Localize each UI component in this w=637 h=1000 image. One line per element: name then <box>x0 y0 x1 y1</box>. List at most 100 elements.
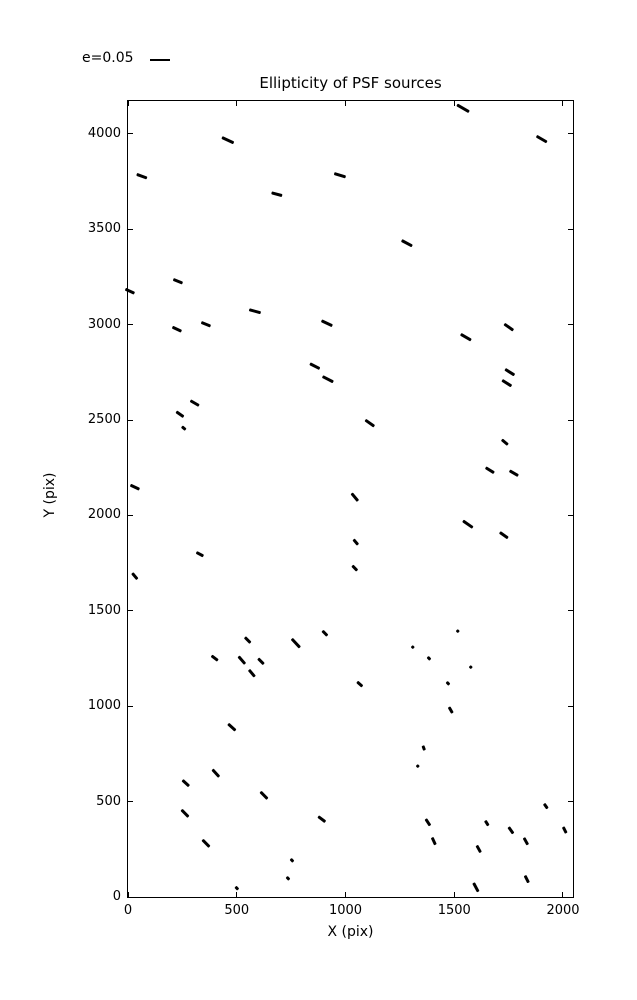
ellipticity-whisker <box>536 134 549 143</box>
ellipticity-whisker <box>226 723 237 732</box>
y-tick-label: 0 <box>112 888 121 904</box>
ellipticity-whisker <box>352 538 360 546</box>
x-tick <box>127 892 129 897</box>
ellipticity-whisker <box>501 379 513 388</box>
ellipticity-whisker <box>271 191 283 197</box>
ellipticity-whisker <box>189 399 200 407</box>
ellipticity-whisker <box>317 815 327 823</box>
ellipticity-whisker <box>322 375 335 384</box>
y-axis-label: Y (pix) <box>42 472 58 518</box>
x-axis-label: X (pix) <box>327 924 374 940</box>
ellipticity-whisker <box>180 425 187 431</box>
x-tick <box>236 101 238 106</box>
ellipticity-whisker <box>508 826 515 835</box>
ellipticity-whisker <box>364 418 376 428</box>
ellipticity-whisker <box>424 818 431 827</box>
ellipticity-whisker <box>504 368 516 377</box>
ellipticity-whisker <box>290 858 295 863</box>
ellipticity-whisker <box>469 665 474 670</box>
ellipticity-whisker <box>400 238 413 247</box>
x-tick-label: 500 <box>224 903 250 918</box>
ellipticity-whisker <box>351 564 359 572</box>
chart-title: Ellipticity of PSF sources <box>259 74 442 92</box>
ellipticity-whisker <box>175 410 185 418</box>
ellipticity-whisker <box>460 333 473 342</box>
x-tick-label: 2000 <box>546 903 580 918</box>
y-tick <box>568 514 573 516</box>
y-tick-label: 500 <box>96 793 121 809</box>
ellipticity-whisker <box>455 103 470 113</box>
ellipticity-whisker <box>430 836 437 846</box>
ellipticity-whisker <box>524 874 531 884</box>
y-tick <box>128 324 133 326</box>
y-tick <box>128 610 133 612</box>
ellipticity-whisker <box>235 885 240 891</box>
ellipticity-whisker <box>356 681 364 688</box>
ellipticity-whisker <box>523 837 530 846</box>
y-tick <box>568 801 573 803</box>
ellipticity-whisker <box>180 808 190 818</box>
y-tick <box>128 228 133 230</box>
ellipticity-whisker <box>321 630 329 637</box>
y-tick <box>128 705 133 707</box>
y-tick-label: 2500 <box>87 411 121 427</box>
ellipticity-whisker <box>195 550 204 557</box>
y-tick <box>128 514 133 516</box>
ellipticity-whisker <box>200 321 211 328</box>
x-tick-label: 0 <box>123 903 133 918</box>
x-tick <box>344 892 346 897</box>
x-tick-label: 1500 <box>437 903 471 918</box>
ellipticity-whisker <box>124 288 136 295</box>
ellipticity-whisker <box>136 172 148 179</box>
ellipticity-whisker <box>247 668 256 677</box>
ellipticity-whisker <box>543 802 549 810</box>
ellipticity-whisker <box>476 844 483 854</box>
ellipticity-whisker <box>244 635 253 644</box>
ellipticity-whisker <box>499 530 510 539</box>
y-tick <box>568 896 573 898</box>
ellipticity-whisker <box>172 277 183 284</box>
x-tick <box>453 101 455 106</box>
ellipticity-whisker <box>131 571 139 580</box>
y-tick-label: 4000 <box>87 125 121 141</box>
ellipticity-whisker <box>221 136 235 144</box>
ellipticity-whisker <box>445 681 450 686</box>
ellipticity-whisker <box>455 628 460 633</box>
ellipticity-whisker <box>333 171 347 178</box>
ellipticity-whisker <box>257 657 265 665</box>
ellipticity-whisker <box>484 819 490 827</box>
y-tick-label: 1000 <box>87 697 121 713</box>
plot-area <box>124 100 574 898</box>
ellipticity-whisker <box>501 438 510 446</box>
ellipticity-whisker <box>503 323 515 332</box>
ellipticity-whisker <box>211 768 220 778</box>
ellipticity-whisker <box>249 308 262 315</box>
ellipticity-whisker <box>410 644 415 649</box>
ellipticity-whisker <box>485 466 496 474</box>
x-tick <box>562 101 564 106</box>
y-tick <box>568 133 573 135</box>
y-tick <box>128 133 133 135</box>
y-tick <box>568 705 573 707</box>
ellipticity-whisker <box>562 826 568 834</box>
y-tick <box>568 324 573 326</box>
ellipticity-whisker <box>260 791 269 800</box>
y-tick <box>568 610 573 612</box>
ellipticity-whisker <box>210 654 219 662</box>
x-tick <box>236 892 238 897</box>
ellipticity-whisker <box>129 483 141 491</box>
ellipticity-whisker <box>509 469 520 477</box>
y-tick-label: 3500 <box>87 220 121 236</box>
ellipticity-whisker <box>321 319 333 327</box>
y-tick <box>568 228 573 230</box>
x-tick <box>562 892 564 897</box>
y-tick-label: 1500 <box>87 602 121 618</box>
y-tick-label: 2000 <box>87 507 121 523</box>
y-tick-label: 3000 <box>87 316 121 332</box>
ellipticity-whisker <box>415 764 420 769</box>
x-tick <box>127 101 129 106</box>
y-tick <box>128 419 133 421</box>
x-tick <box>453 892 455 897</box>
x-tick-label: 1000 <box>328 903 363 918</box>
